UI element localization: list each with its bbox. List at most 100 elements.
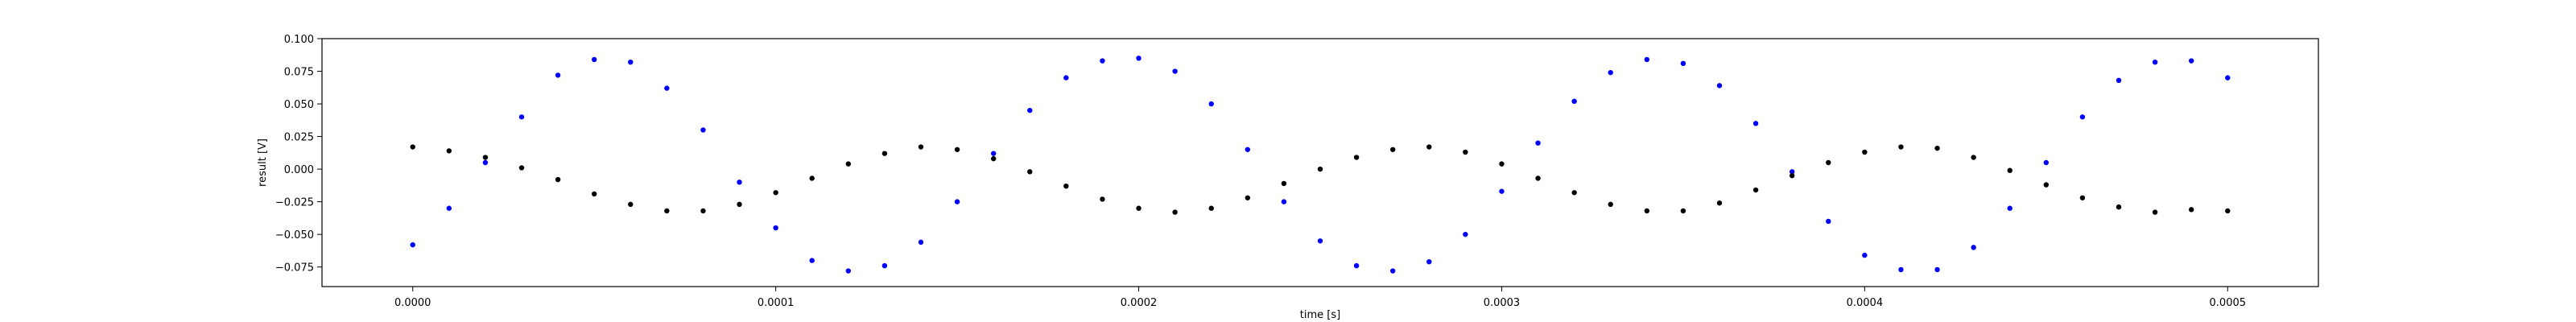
data-point: [2079, 114, 2086, 120]
axes-frame: [321, 38, 2319, 287]
data-point: [2188, 207, 2194, 213]
data-point: [2116, 77, 2122, 84]
data-point: [2225, 208, 2231, 214]
data-point: [2225, 75, 2231, 80]
data-point: [1826, 218, 1831, 225]
data-point: [1389, 147, 1396, 152]
x-axis-label: time [s]: [1300, 309, 1340, 321]
data-point: [1752, 121, 1759, 126]
data-point: [1535, 175, 1541, 181]
data-point: [1389, 268, 1396, 274]
data-point: [773, 190, 778, 196]
y-tick-label: −0.025: [275, 197, 314, 209]
data-point: [1353, 155, 1360, 160]
data-point: [1752, 187, 1759, 193]
data-point: [809, 175, 815, 181]
data-point: [1426, 259, 1432, 265]
data-point: [1826, 159, 1831, 166]
data-point: [518, 165, 525, 171]
data-point: [1063, 183, 1069, 189]
data-point: [1716, 83, 1723, 89]
data-point: [2116, 204, 2122, 210]
data-point: [2043, 159, 2050, 166]
data-point: [591, 56, 597, 63]
data-point: [1317, 166, 1323, 172]
data-point: [700, 127, 706, 133]
data-point: [918, 239, 924, 246]
data-point: [1608, 69, 1613, 76]
y-tick-label: 0.050: [284, 99, 314, 111]
data-point: [954, 199, 960, 204]
data-point: [1100, 196, 1105, 202]
data-point: [591, 191, 597, 197]
data-point: [628, 201, 634, 208]
data-point: [1463, 149, 1468, 155]
data-point: [555, 176, 561, 183]
x-tick-label: 0.0000: [394, 297, 431, 309]
data-point: [2152, 59, 2158, 65]
data-point: [1898, 266, 1904, 273]
data-point: [1535, 140, 1541, 146]
data-point: [1971, 245, 1976, 250]
data-point: [700, 208, 706, 214]
data-point: [1499, 188, 1505, 194]
data-point: [1317, 238, 1323, 244]
data-point: [1862, 252, 1868, 258]
data-point: [737, 201, 742, 208]
data-point: [954, 147, 960, 152]
data-point: [1063, 75, 1069, 80]
data-point: [1281, 180, 1287, 187]
x-tick-label: 0.0002: [1121, 297, 1158, 309]
data-point: [1027, 169, 1033, 175]
data-point: [446, 148, 452, 154]
data-point: [555, 72, 561, 78]
data-point: [990, 151, 997, 156]
data-point: [1208, 101, 1214, 107]
data-point: [1136, 205, 1141, 211]
y-tick-label: −0.075: [275, 262, 314, 275]
data-point: [1172, 209, 1178, 215]
data-point: [990, 155, 997, 162]
y-tick-label: 0.000: [284, 164, 314, 176]
data-point: [1100, 58, 1105, 64]
data-point: [628, 59, 634, 65]
data-point: [446, 205, 452, 211]
data-point: [664, 85, 670, 91]
data-point: [1898, 144, 1904, 150]
data-point: [410, 144, 415, 150]
data-point: [845, 161, 852, 167]
y-axis-label: result [V]: [257, 138, 269, 187]
data-point: [518, 114, 525, 120]
data-point: [1499, 161, 1505, 167]
data-point: [1245, 147, 1251, 152]
data-point: [1644, 56, 1650, 63]
y-tick-label: 0.025: [284, 132, 314, 144]
data-point: [1463, 231, 1468, 237]
data-point: [2079, 195, 2086, 200]
y-tick-label: −0.050: [275, 229, 314, 242]
x-tick-label: 0.0001: [758, 297, 795, 309]
data-point: [1027, 107, 1033, 114]
data-point: [1862, 149, 1868, 155]
data-point: [1136, 56, 1141, 61]
y-axis: −0.075 −0.050 −0.025 0.000 0.025 0.050 0.075 0.…: [275, 34, 322, 275]
data-point: [881, 262, 888, 269]
data-point: [1934, 145, 1940, 151]
data-point: [1245, 195, 1251, 200]
data-point: [410, 242, 415, 248]
data-point: [809, 258, 815, 263]
data-point: [918, 144, 924, 150]
data-point: [2152, 209, 2158, 215]
data-point: [1571, 190, 1577, 196]
data-point: [482, 155, 489, 160]
data-point: [1716, 200, 1723, 206]
data-point: [2007, 205, 2013, 211]
data-series: [410, 56, 2231, 274]
y-tick-label: 0.075: [284, 67, 314, 79]
data-point: [1789, 169, 1795, 175]
x-tick-label: 0.0003: [1484, 297, 1521, 309]
data-point: [773, 225, 778, 231]
data-point: [1208, 205, 1214, 211]
data-point: [2188, 58, 2194, 64]
